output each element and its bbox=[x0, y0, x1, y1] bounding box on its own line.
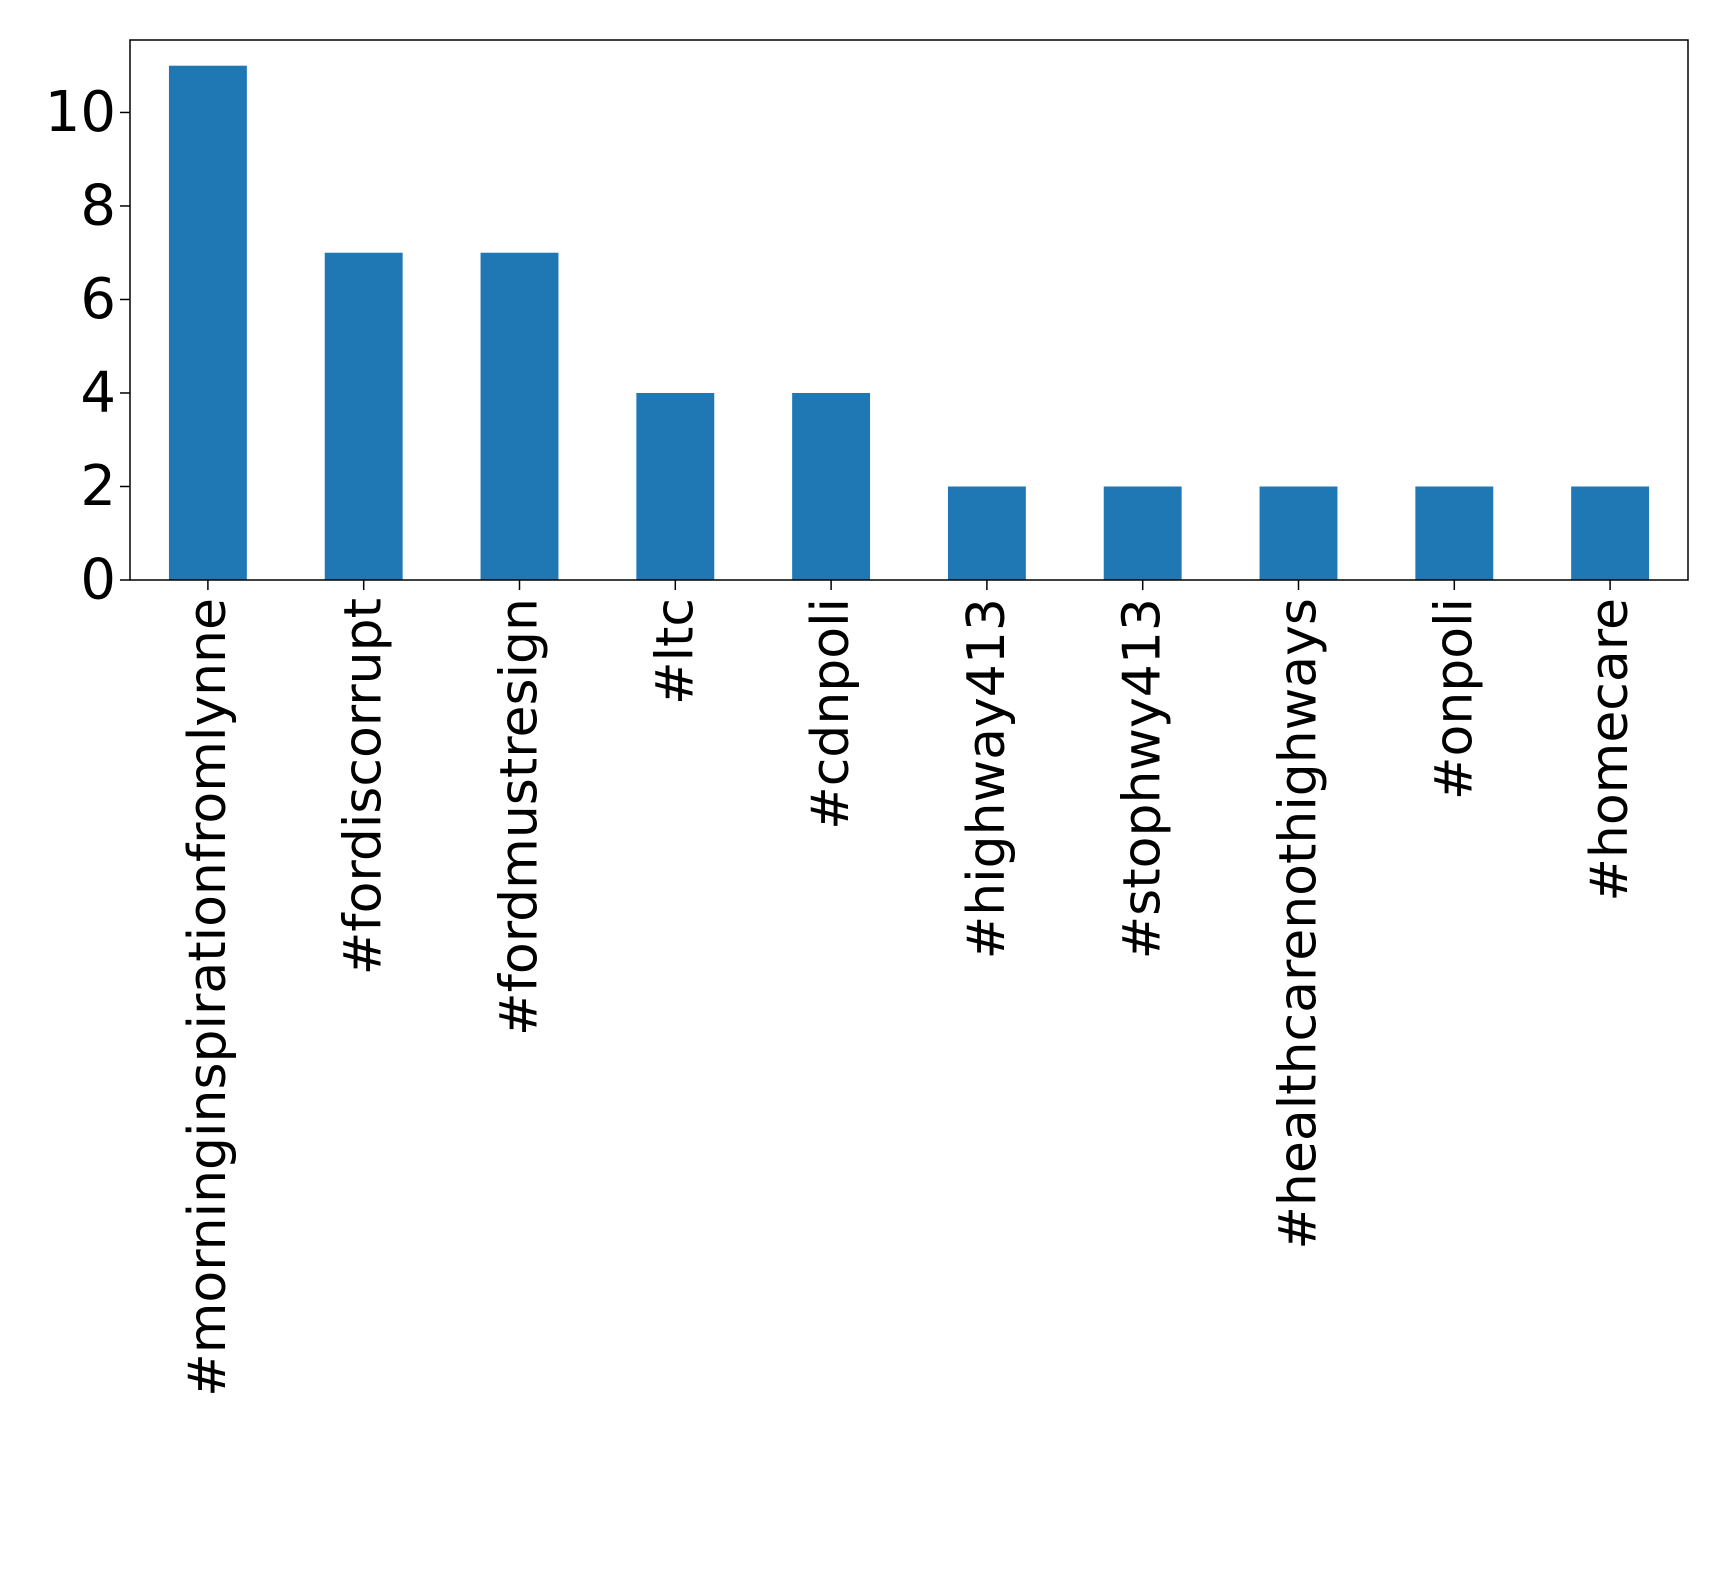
bar bbox=[947, 486, 1026, 580]
x-ticks-group: #morninginspirationfromlynne #fordiscorru… bbox=[178, 580, 1640, 1397]
x-tick-label: #ltc bbox=[645, 598, 705, 705]
x-tick-label: #homecare bbox=[1580, 598, 1640, 902]
y-ticks-group: 0 2 4 6 8 10 bbox=[45, 80, 130, 613]
y-tick-label: 10 bbox=[45, 80, 116, 145]
bar bbox=[1259, 486, 1338, 580]
y-tick-label: 6 bbox=[80, 267, 116, 332]
y-tick-label: 0 bbox=[80, 548, 116, 613]
bar bbox=[324, 252, 403, 580]
x-tick-label: #onpoli bbox=[1424, 598, 1484, 800]
bars-group bbox=[168, 65, 1650, 580]
bar bbox=[1571, 486, 1650, 580]
y-tick-label: 8 bbox=[80, 173, 116, 238]
x-tick-label: #cdnpoli bbox=[801, 598, 861, 830]
x-tick-label: #fordiscorrupt bbox=[334, 598, 394, 975]
x-tick-label: #stophwy413 bbox=[1113, 598, 1173, 959]
plot-frame bbox=[129, 39, 1689, 581]
bar bbox=[1415, 486, 1494, 580]
y-tick-label: 2 bbox=[80, 454, 116, 519]
x-tick-label: #morninginspirationfromlynne bbox=[178, 598, 238, 1397]
bar bbox=[480, 252, 559, 580]
x-tick-label: #healthcarenothighways bbox=[1269, 598, 1329, 1250]
x-tick-label: #highway413 bbox=[957, 598, 1017, 959]
bar bbox=[792, 392, 871, 580]
x-tick-label: #fordmustresign bbox=[490, 598, 550, 1036]
y-tick-label: 4 bbox=[80, 360, 116, 425]
bar bbox=[636, 392, 715, 580]
bar bbox=[168, 65, 247, 580]
bar bbox=[1103, 486, 1182, 580]
